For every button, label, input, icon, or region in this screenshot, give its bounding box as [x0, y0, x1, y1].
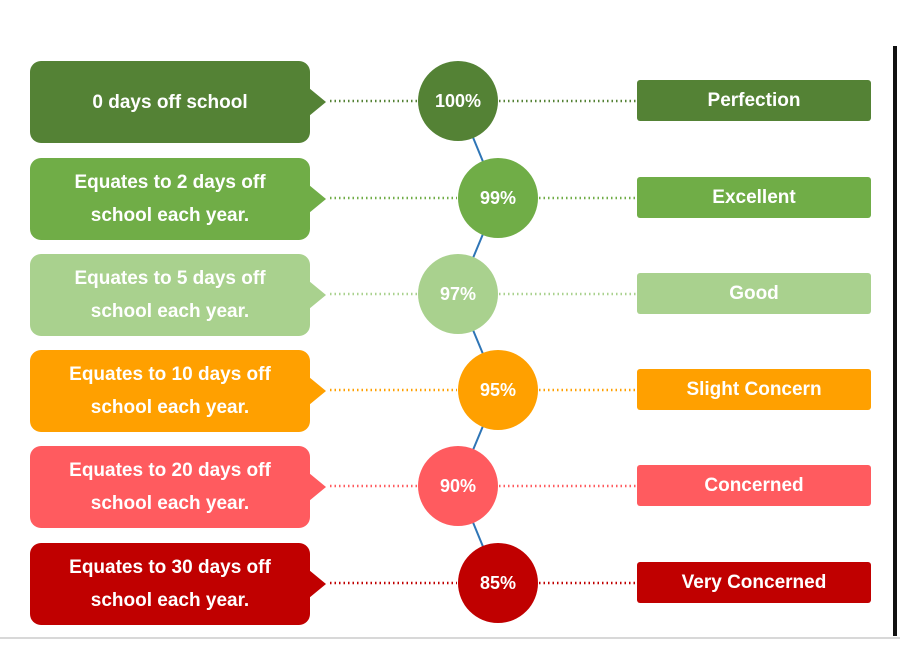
frame-right-edge — [893, 46, 897, 636]
rating-label-6: Very Concerned — [637, 562, 871, 603]
description-callout-2: Equates to 2 days off school each year. — [30, 158, 326, 240]
percent-circle-6: 85% — [458, 543, 538, 623]
rating-text-5: Concerned — [704, 474, 804, 496]
percent-text-5: 90% — [439, 475, 477, 496]
description-callout-4: Equates to 10 days off school each year. — [30, 350, 326, 432]
description-text-6: Equates to 30 days off school each year. — [69, 557, 271, 611]
percent-circle-1: 100% — [418, 61, 498, 141]
description-callout-6: Equates to 30 days off school each year. — [30, 543, 326, 625]
percent-circle-3: 97% — [418, 254, 498, 334]
rating-label-3: Good — [637, 273, 871, 314]
rating-label-4: Slight Concern — [637, 369, 871, 410]
percent-text-4: 95% — [479, 379, 517, 400]
rating-label-1: Perfection — [637, 80, 871, 121]
rating-text-3: Good — [729, 282, 779, 304]
percent-circle-5: 90% — [418, 446, 498, 526]
rating-text-4: Slight Concern — [686, 378, 822, 400]
rating-label-5: Concerned — [637, 465, 871, 506]
description-text-2: Equates to 2 days off school each year. — [74, 172, 266, 226]
description-text-4: Equates to 10 days off school each year. — [69, 364, 271, 418]
percent-text-2: 99% — [479, 187, 517, 208]
description-text-1: 0 days off school — [92, 91, 248, 113]
rating-text-1: Perfection — [707, 89, 801, 111]
description-text-3: Equates to 5 days off school each year. — [74, 268, 266, 322]
percent-text-3: 97% — [439, 283, 477, 304]
description-callout-1: 0 days off school — [30, 61, 326, 143]
rating-text-2: Excellent — [712, 186, 796, 208]
description-callout-3: Equates to 5 days off school each year. — [30, 254, 326, 336]
percent-text-6: 85% — [479, 572, 517, 593]
rating-label-2: Excellent — [637, 177, 871, 218]
percent-text-1: 100% — [434, 90, 482, 111]
description-callout-5: Equates to 20 days off school each year. — [30, 446, 326, 528]
percent-circle-4: 95% — [458, 350, 538, 430]
frame-bottom-edge — [0, 637, 900, 639]
rating-text-6: Very Concerned — [681, 571, 827, 593]
percent-circle-2: 99% — [458, 158, 538, 238]
description-text-5: Equates to 20 days off school each year. — [69, 460, 271, 514]
